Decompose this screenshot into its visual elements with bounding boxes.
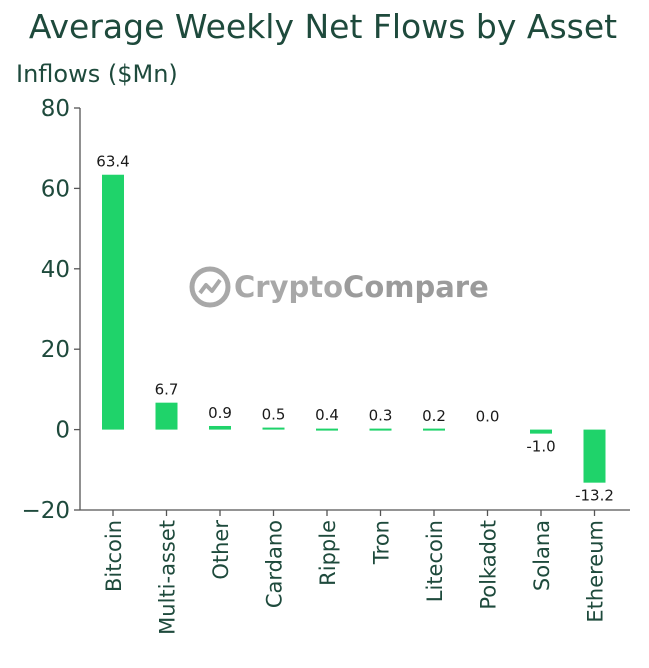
data-label: -13.2 <box>575 487 614 505</box>
y-tick-label: 20 <box>41 337 70 363</box>
x-tick-label: Other <box>209 520 233 580</box>
watermark-text-crypto: Crypto <box>234 270 343 304</box>
x-tick-label: Litecoin <box>423 520 447 602</box>
bar-solana <box>530 429 552 434</box>
bar-litecoin <box>423 428 445 431</box>
bar-multi-asset <box>155 402 178 430</box>
y-tick-label: 80 <box>41 96 70 122</box>
y-axis-label: Inflows ($Mn) <box>16 60 178 88</box>
data-label: 0.5 <box>262 406 286 424</box>
data-label: 0.2 <box>422 407 446 425</box>
y-tick-label: 0 <box>55 418 70 444</box>
y-ticks: −20 0 20 40 60 80 <box>21 96 80 524</box>
svg-text:CryptoCompare: CryptoCompare <box>234 270 489 304</box>
data-label: 63.4 <box>96 153 129 171</box>
cryptocompare-logo-icon <box>189 266 231 308</box>
data-labels: 63.4 6.7 0.9 0.5 0.4 0.3 0.2 0.0 -1.0 -13.2 <box>96 153 614 505</box>
data-label: 0.3 <box>369 406 393 424</box>
bar-bitcoin <box>102 174 124 430</box>
chart-title: Average Weekly Net Flows by Asset <box>29 7 617 46</box>
x-tick-label: Ethereum <box>584 520 608 623</box>
data-label: 6.7 <box>155 381 179 399</box>
data-label: -1.0 <box>526 438 555 456</box>
y-tick-label: −20 <box>21 498 70 524</box>
watermark-text-compare: Compare <box>343 270 489 304</box>
bar-other <box>209 425 231 430</box>
data-label: 0.4 <box>315 406 339 424</box>
bar-ripple <box>316 428 338 431</box>
x-ticks: Bitcoin Multi-asset Other Cardano Ripple Tron… <box>102 510 608 635</box>
x-tick-label: Cardano <box>263 520 287 608</box>
x-tick-label: Polkadot <box>477 520 501 610</box>
data-label: 0.0 <box>476 408 500 426</box>
x-tick-label: Multi-asset <box>156 520 180 635</box>
x-tick-label: Bitcoin <box>102 520 126 592</box>
y-tick-label: 60 <box>41 176 70 202</box>
data-label: 0.9 <box>208 404 232 422</box>
y-tick-label: 40 <box>41 257 70 283</box>
bar-cardano <box>262 427 285 430</box>
bars <box>102 174 606 483</box>
bar-ethereum <box>583 429 606 483</box>
bar-tron <box>369 428 392 431</box>
watermark: CryptoCompare <box>189 266 489 308</box>
x-tick-label: Solana <box>530 520 554 591</box>
x-tick-label: Tron <box>370 520 394 565</box>
x-tick-label: Ripple <box>316 520 340 586</box>
